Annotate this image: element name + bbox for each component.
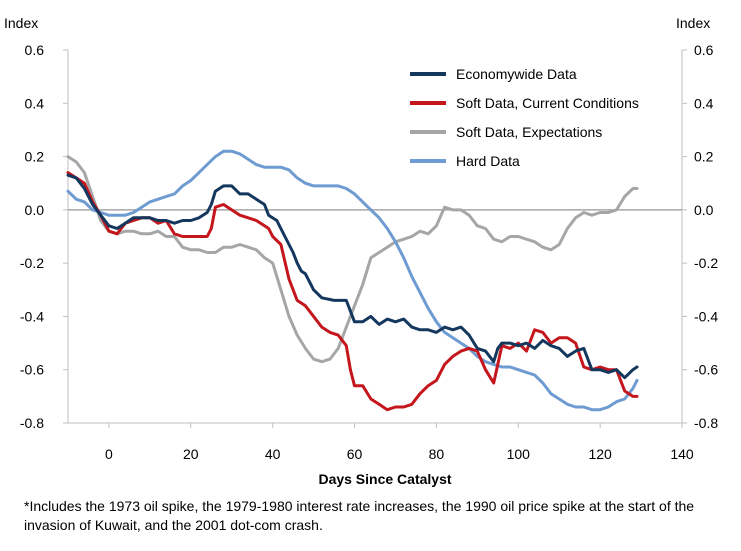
y-tick-label-left: -0.4 bbox=[20, 308, 44, 324]
legend-label-hard-data: Hard Data bbox=[456, 153, 520, 169]
y-tick-label-right: 0.2 bbox=[694, 149, 714, 165]
y-tick-label-left: 0.4 bbox=[25, 95, 45, 111]
y-tick-label-right: -0.4 bbox=[694, 308, 718, 324]
y-axis-label-right: Index bbox=[676, 15, 710, 31]
x-tick-label: 100 bbox=[507, 446, 531, 462]
legend-label-economywide-data: Economywide Data bbox=[456, 66, 577, 82]
x-tick-label: 140 bbox=[670, 446, 694, 462]
y-tick-label-left: 0.6 bbox=[25, 42, 45, 58]
x-tick-label: 20 bbox=[183, 446, 199, 462]
x-tick-label: 40 bbox=[265, 446, 281, 462]
y-tick-label-left: 0.2 bbox=[25, 149, 45, 165]
series-layer bbox=[66, 149, 639, 412]
series-line-soft-data-current-conditions bbox=[66, 171, 639, 412]
x-tick-label: 0 bbox=[105, 446, 113, 462]
axes: 0.6 0.6 0.4 0.4 0.2 0.2 0.0 0.0 -0.2 -0.2 -0.4 -0.4… bbox=[20, 42, 718, 462]
legend-label-soft-data-current-conditions: Soft Data, Current Conditions bbox=[456, 95, 639, 111]
legend: Economywide Data Soft Data, Current Condi… bbox=[410, 66, 639, 169]
line-chart: 0.6 0.6 0.4 0.4 0.2 0.2 0.0 0.0 -0.2 -0.2 -0.4 -0.4… bbox=[4, 15, 718, 487]
x-tick-label: 80 bbox=[429, 446, 445, 462]
legend-label-soft-data-expectations: Soft Data, Expectations bbox=[456, 124, 602, 140]
y-tick-label-right: 0.4 bbox=[694, 95, 714, 111]
x-tick-label: 60 bbox=[347, 446, 363, 462]
y-tick-label-right: -0.8 bbox=[694, 415, 718, 431]
y-tick-label-left: 0.0 bbox=[25, 202, 45, 218]
y-tick-label-right: 0.6 bbox=[694, 42, 714, 58]
y-tick-label-left: -0.8 bbox=[20, 415, 44, 431]
y-tick-label-right: -0.6 bbox=[694, 362, 718, 378]
y-tick-label-right: 0.0 bbox=[694, 202, 714, 218]
series-line-economywide-data bbox=[66, 173, 639, 380]
x-tick-label: 120 bbox=[588, 446, 612, 462]
y-axis-label-left: Index bbox=[4, 15, 38, 31]
y-tick-label-left: -0.2 bbox=[20, 255, 44, 271]
y-tick-label-left: -0.6 bbox=[20, 362, 44, 378]
y-tick-label-right: -0.2 bbox=[694, 255, 718, 271]
series-line-soft-data-expectations bbox=[66, 155, 639, 364]
series-line-hard-data bbox=[66, 149, 639, 412]
x-axis-label: Days Since Catalyst bbox=[318, 471, 451, 487]
footnote: *Includes the 1973 oil spike, the 1979-1… bbox=[24, 498, 695, 533]
